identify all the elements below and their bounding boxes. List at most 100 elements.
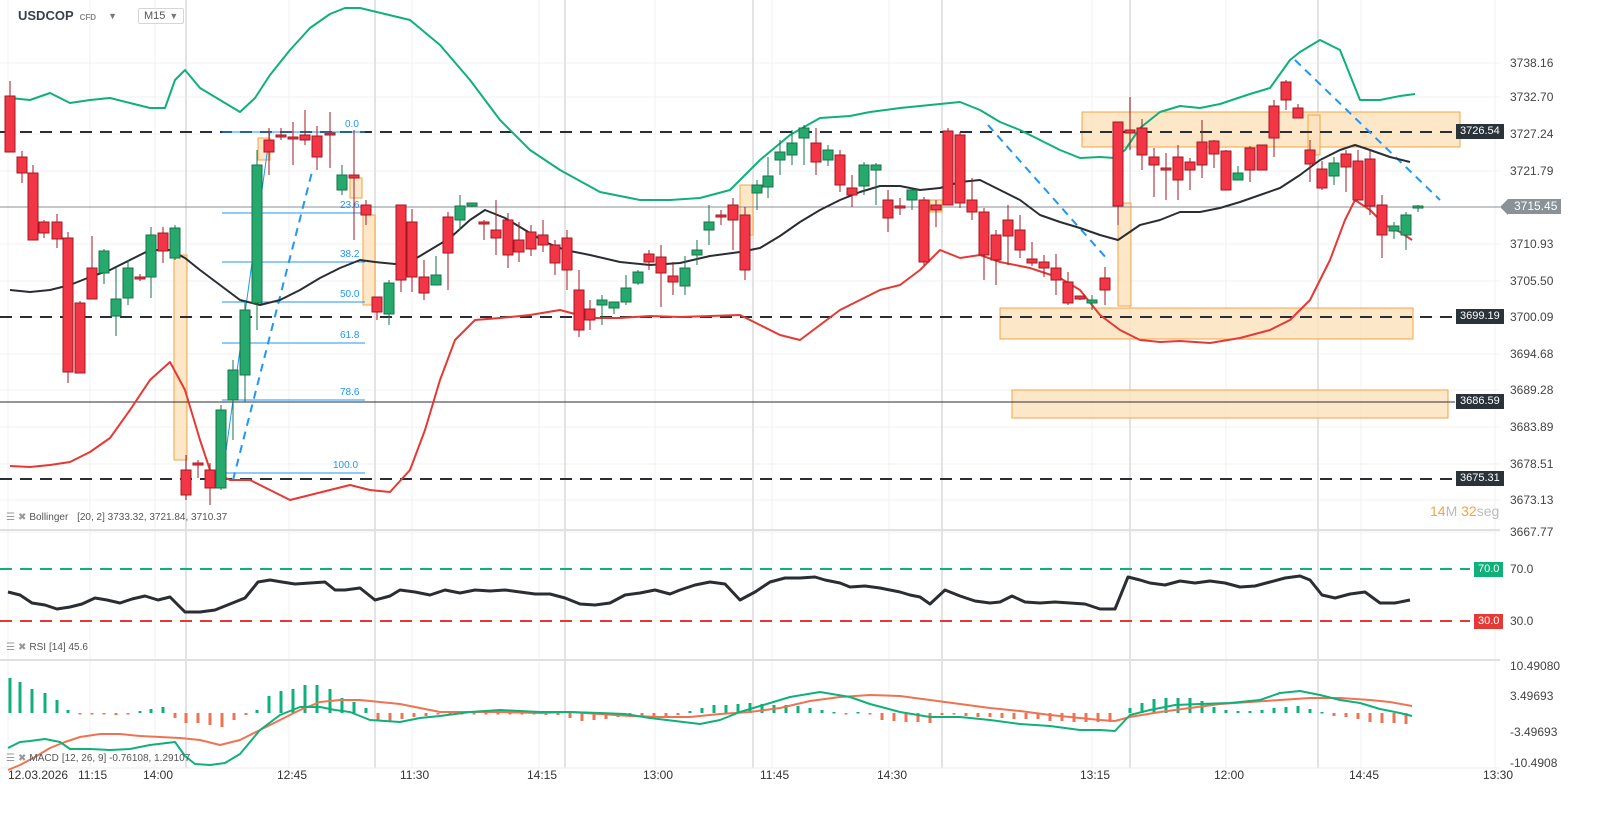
candle-body — [966, 199, 978, 213]
macd-histogram-bar — [508, 713, 512, 715]
macd-histogram-bar — [244, 713, 248, 715]
macd-histogram-bar — [8, 678, 12, 713]
candle-body — [1220, 150, 1232, 191]
macd-histogram-bar — [267, 696, 271, 713]
fib-level-label: 38.2 — [340, 249, 360, 260]
price-axis-label: 3738.16 — [1510, 56, 1554, 70]
macd-histogram-bar — [1344, 713, 1348, 717]
timeframe-selector[interactable]: M15 ▼ — [138, 8, 185, 24]
dashed-trendline — [232, 167, 314, 481]
candle-body — [978, 211, 990, 256]
macd-histogram-bar — [1296, 706, 1300, 713]
fib-trend-line — [221, 131, 271, 481]
settings-icon[interactable]: ☰ — [6, 512, 15, 523]
symbol-selector[interactable]: USDCOP CFD ▼ — [18, 8, 117, 23]
close-icon[interactable]: ✖ — [17, 642, 27, 653]
macd-histogram-bar — [255, 710, 259, 713]
settings-icon[interactable]: ☰ — [6, 753, 15, 764]
macd-histogram-bar — [1320, 712, 1324, 714]
chevron-down-icon[interactable]: ▼ — [108, 10, 117, 21]
macd-histogram-bar — [279, 691, 283, 713]
candle-body — [502, 219, 514, 256]
zone-rectangle — [173, 254, 188, 461]
macd-axis-max: 10.49080 — [1510, 659, 1561, 673]
time-axis-label: 12:00 — [1214, 768, 1245, 782]
level-price-badge: 3686.59 — [1456, 394, 1504, 409]
macd-histogram-bar — [1212, 707, 1216, 713]
close-icon[interactable]: ✖ — [17, 753, 27, 764]
macd-histogram-bar — [1380, 713, 1384, 723]
candle-body — [513, 239, 525, 253]
price-axis-label: 3673.13 — [1510, 493, 1554, 507]
candle-body — [822, 149, 834, 161]
price-axis-label: 3694.68 — [1510, 347, 1554, 361]
candle-body — [798, 127, 810, 139]
settings-icon[interactable]: ☰ — [6, 642, 15, 653]
macd-axis-pos: 3.49693 — [1510, 689, 1554, 703]
macd-histogram-bar — [1024, 713, 1028, 719]
macd-histogram-bar — [640, 713, 644, 716]
macd-histogram-bar — [184, 713, 188, 723]
candle-body — [251, 164, 263, 304]
time-axis-label: 14:15 — [527, 768, 558, 782]
macd-histogram-bar — [760, 704, 764, 713]
macd-histogram-bar — [892, 713, 896, 721]
bollinger-middle-band — [9, 144, 1411, 306]
candle-body — [275, 134, 287, 138]
candle-body — [643, 253, 655, 263]
candle-body — [930, 204, 942, 211]
macd-histogram-bar — [1188, 698, 1192, 713]
candle-body — [1086, 299, 1098, 304]
candle-body — [430, 274, 442, 286]
macd-histogram-bar — [303, 685, 307, 713]
candle-body — [584, 308, 596, 321]
macd-histogram-bar — [592, 713, 596, 720]
macd-histogram-bar — [916, 713, 920, 722]
candle-body — [1352, 160, 1364, 201]
macd-histogram-bar — [1012, 713, 1016, 719]
candle-body — [360, 204, 372, 216]
price-axis-label: 3705.50 — [1510, 274, 1554, 288]
candle-body — [311, 135, 323, 158]
bollinger-legend: ☰ ✖ Bollinger [20, 2] 3733.32, 3721.84, 3… — [6, 512, 227, 523]
candle-body — [596, 299, 608, 306]
macd-histogram-bar — [149, 709, 153, 713]
candle-body — [846, 187, 858, 196]
level-price-badge: 3675.31 — [1456, 471, 1504, 486]
macd-histogram-bar — [1368, 713, 1372, 722]
candle-body — [348, 174, 360, 179]
close-icon[interactable]: ✖ — [17, 512, 27, 523]
candle-body — [1002, 219, 1014, 237]
candle-body — [122, 267, 134, 299]
time-axis-label: 14:00 — [143, 768, 174, 782]
candle-body — [371, 296, 383, 313]
macd-histogram-bar — [1140, 703, 1144, 713]
candle-body — [406, 221, 418, 278]
macd-histogram-bar — [102, 713, 106, 715]
macd-histogram-bar — [220, 713, 224, 727]
candle-body — [1196, 141, 1208, 166]
macd-histogram-bar — [315, 685, 319, 713]
zone-rectangle — [999, 307, 1414, 340]
candle-body — [62, 237, 74, 373]
macd-histogram-bar — [78, 713, 82, 715]
candle-body — [954, 134, 966, 204]
macd-histogram-bar — [976, 713, 980, 717]
candle-body — [525, 231, 537, 250]
candle-body — [655, 256, 667, 274]
macd-histogram-bar — [496, 713, 500, 715]
macd-histogram-bar — [652, 713, 656, 717]
candle-body — [336, 174, 348, 191]
candle-body — [691, 249, 703, 256]
price-axis-label: 3710.93 — [1510, 237, 1554, 251]
time-axis-label: 11:45 — [760, 768, 790, 782]
candle-body — [1268, 105, 1280, 139]
candle-body — [1172, 156, 1184, 181]
candle-body — [608, 301, 620, 309]
macd-histogram-bar — [1036, 713, 1040, 719]
macd-histogram-bar — [376, 713, 380, 720]
macd-histogram-bar — [1224, 710, 1228, 713]
rsi-params: [14] 45.6 — [49, 642, 88, 653]
candle-body — [204, 469, 216, 489]
